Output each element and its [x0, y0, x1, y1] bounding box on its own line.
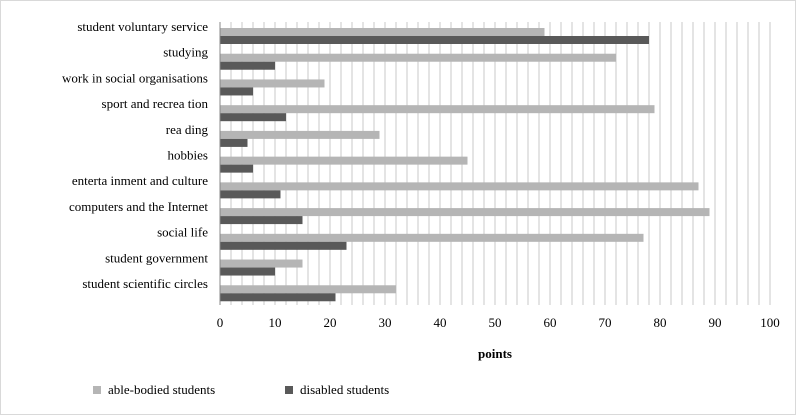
- x-tick-label: 90: [709, 315, 722, 330]
- x-tick-label: 50: [489, 315, 502, 330]
- x-tick-label: 10: [269, 315, 282, 330]
- bar-disabled: [220, 36, 649, 44]
- category-label: hobbies: [168, 148, 208, 163]
- legend-swatch-disabled: [285, 386, 293, 394]
- bar-able-bodied: [220, 285, 396, 294]
- category-label: studying: [163, 45, 208, 60]
- bar-disabled: [220, 293, 336, 302]
- bar-disabled: [220, 267, 275, 276]
- category-label: enterta inment and culture: [72, 173, 208, 188]
- x-tick-label: 100: [760, 315, 780, 330]
- bar-disabled: [220, 61, 275, 70]
- bar-disabled: [220, 113, 286, 122]
- x-tick-label: 60: [544, 315, 557, 330]
- legend-label-able-bodied: able-bodied students: [108, 382, 215, 397]
- bar-able-bodied: [220, 28, 545, 36]
- bar-able-bodied: [220, 105, 655, 114]
- category-label: work in social organisations: [62, 70, 208, 85]
- legend: able-bodied students disabled students: [93, 382, 389, 397]
- bar-disabled: [220, 216, 303, 225]
- category-label: social life: [157, 225, 208, 240]
- bar-able-bodied: [220, 79, 325, 88]
- x-tick-label: 80: [654, 315, 667, 330]
- bar-able-bodied: [220, 156, 468, 165]
- bars: [220, 28, 710, 302]
- bar-able-bodied: [220, 208, 710, 217]
- category-labels: student voluntary service studying work in…: [62, 19, 208, 291]
- category-label: rea ding: [166, 122, 209, 137]
- category-label: sport and recrea tion: [102, 96, 209, 111]
- bar-disabled: [220, 241, 347, 250]
- bar-able-bodied: [220, 182, 699, 191]
- x-tick-label: 70: [599, 315, 612, 330]
- bar-able-bodied: [220, 130, 380, 139]
- category-label: computers and the Internet: [69, 199, 208, 214]
- bar-able-bodied: [220, 53, 616, 62]
- category-label: student scientific circles: [82, 276, 208, 291]
- x-tick-label: 0: [217, 315, 224, 330]
- category-label: student voluntary service: [77, 19, 208, 34]
- category-label: student government: [105, 250, 208, 265]
- x-tick-label: 30: [379, 315, 392, 330]
- x-tick-label: 40: [434, 315, 447, 330]
- bar-disabled: [220, 190, 281, 199]
- bar-able-bodied: [220, 259, 303, 268]
- bar-disabled: [220, 138, 248, 147]
- bar-able-bodied: [220, 233, 644, 242]
- legend-label-disabled: disabled students: [300, 382, 389, 397]
- bar-disabled: [220, 164, 253, 173]
- bar-disabled: [220, 87, 253, 96]
- x-axis-label: points: [478, 346, 512, 361]
- x-tick-label: 20: [324, 315, 337, 330]
- x-tick-labels: 0 10 20 30 40 50 60 70 80 90 100: [217, 315, 780, 330]
- legend-swatch-able-bodied: [93, 386, 101, 394]
